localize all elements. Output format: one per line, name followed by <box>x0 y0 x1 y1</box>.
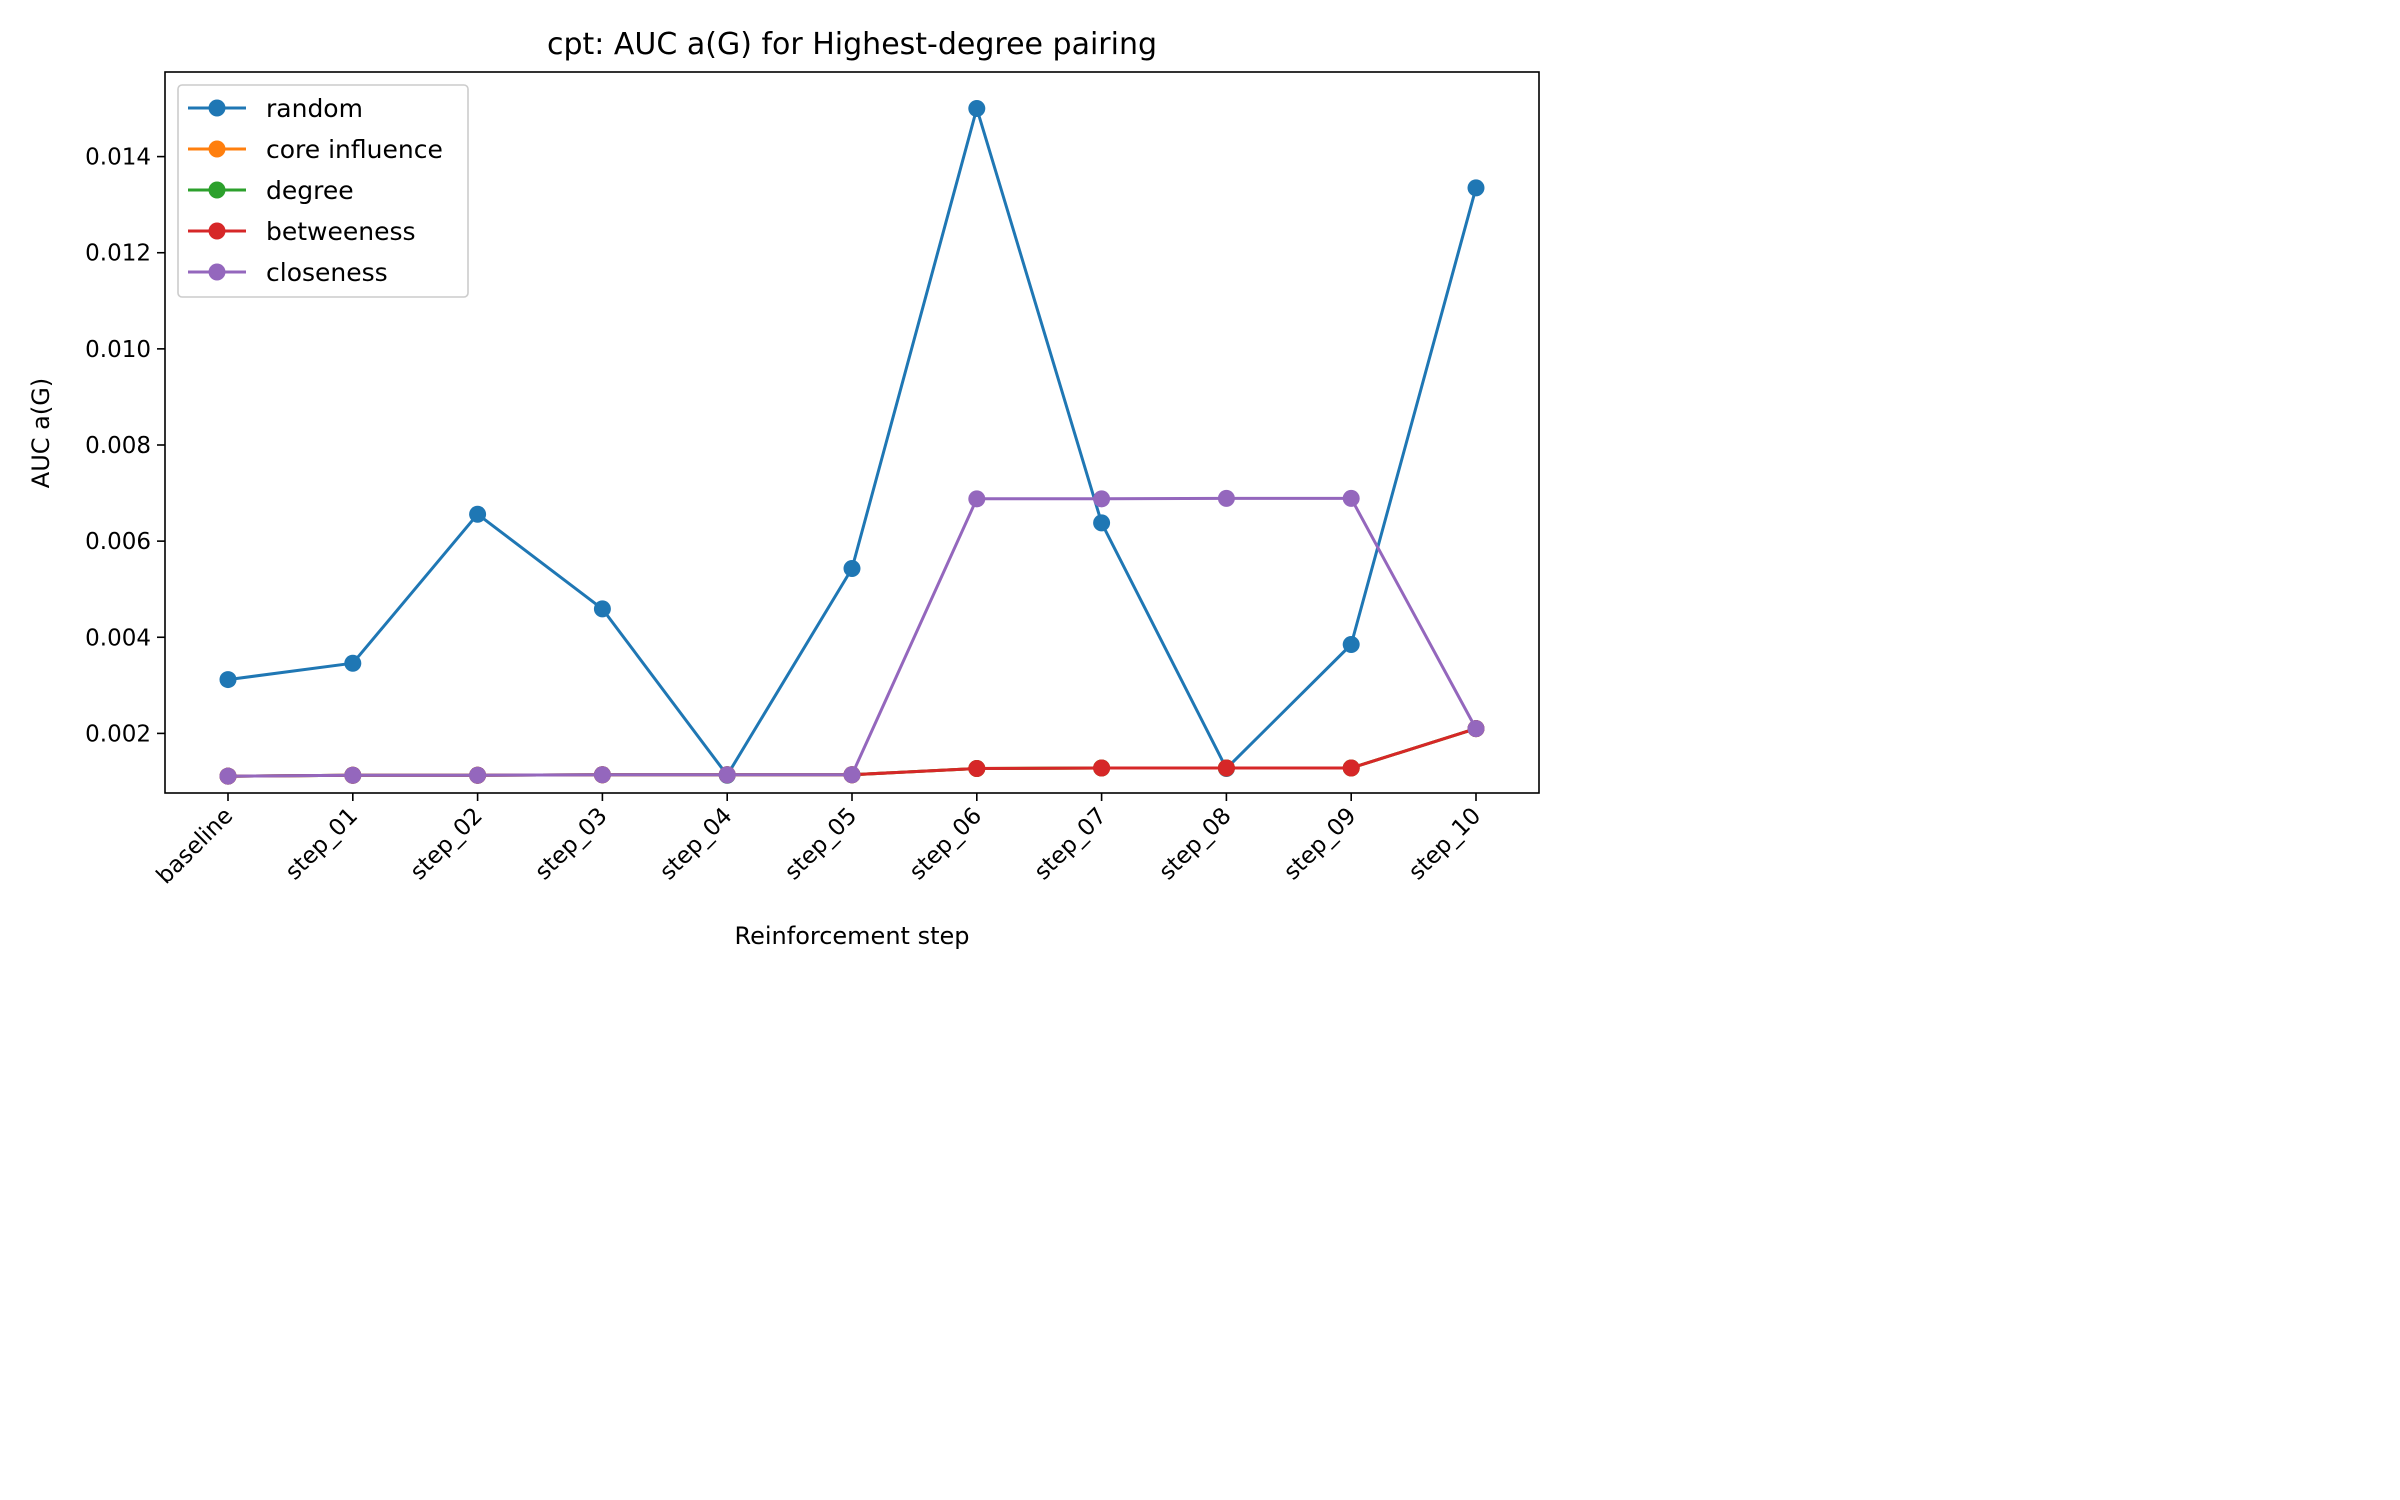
chart: cpt: AUC a(G) for Highest-degree pairing… <box>0 0 1568 980</box>
legend: random core influence degree betweeness clos… <box>177 84 469 298</box>
data-point <box>1342 489 1360 507</box>
data-point <box>593 600 611 618</box>
data-point <box>1342 635 1360 653</box>
data-point <box>843 766 861 784</box>
data-point <box>219 767 237 785</box>
legend-marker <box>208 181 226 199</box>
legend-label: betweeness <box>266 217 416 246</box>
legend-item: betweeness <box>188 217 416 246</box>
data-point <box>344 766 362 784</box>
x-axis-label: Reinforcement step <box>735 922 970 950</box>
data-point <box>344 654 362 672</box>
y-axis-label: AUC a(G) <box>27 378 55 488</box>
legend-label: core influence <box>266 135 443 164</box>
legend-marker <box>208 99 226 117</box>
legend-marker <box>208 222 226 240</box>
legend-label: closeness <box>266 258 388 287</box>
y-tick-label: 0.008 <box>85 433 151 459</box>
legend-label: degree <box>266 176 354 205</box>
y-tick-label: 0.014 <box>85 145 151 171</box>
chart-title: cpt: AUC a(G) for Highest-degree pairing <box>547 27 1157 62</box>
legend-item: closeness <box>188 258 388 287</box>
data-point <box>1217 759 1235 777</box>
data-point <box>1093 514 1111 532</box>
data-point <box>843 560 861 578</box>
data-point <box>219 671 237 689</box>
data-point <box>469 505 487 523</box>
data-point <box>593 766 611 784</box>
y-tick-label: 0.004 <box>85 625 151 651</box>
series-closeness <box>219 489 1485 785</box>
data-point <box>1467 179 1485 197</box>
legend-item: degree <box>188 176 354 205</box>
data-point <box>1342 759 1360 777</box>
data-point <box>968 100 986 118</box>
legend-item: core influence <box>188 135 443 164</box>
data-point <box>968 759 986 777</box>
data-point <box>1093 490 1111 508</box>
data-point <box>1093 759 1111 777</box>
legend-item: random <box>188 94 363 123</box>
y-tick-label: 0.006 <box>85 529 151 555</box>
y-tick-label: 0.012 <box>85 241 151 267</box>
legend-label: random <box>266 94 363 123</box>
data-point <box>968 490 986 508</box>
y-tick-label: 0.010 <box>85 337 151 363</box>
legend-marker <box>208 263 226 281</box>
data-point <box>718 766 736 784</box>
y-axis: 0.002 0.004 0.006 0.008 0.010 0.012 0.014 <box>85 145 165 747</box>
data-point <box>469 766 487 784</box>
series-layer <box>219 100 1485 785</box>
legend-marker <box>208 140 226 158</box>
legend-box <box>177 84 469 298</box>
y-tick-label: 0.002 <box>85 721 151 747</box>
data-point <box>1467 720 1485 738</box>
data-point <box>1217 489 1235 507</box>
